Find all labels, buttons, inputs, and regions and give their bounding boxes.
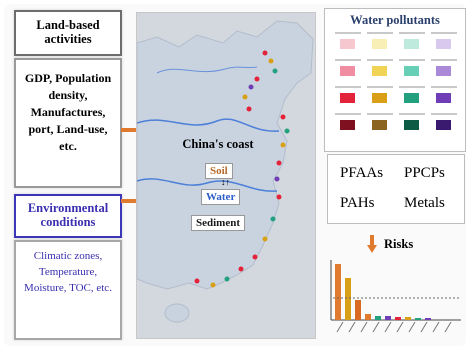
legend-swatch [436,66,451,76]
risk-bar [385,316,391,320]
risk-bar [365,314,371,320]
pollutant-metals: Metals [404,195,445,211]
swatch-caption [335,86,361,88]
swatch-caption [367,32,393,34]
legend-swatch [404,39,419,49]
sediment-tag: Sediment [191,215,245,231]
legend-title: Water pollutants [350,13,440,27]
swatch-caption [367,113,393,115]
legend-swatch [436,93,451,103]
risk-bar [425,318,431,320]
pollutant-pahs: PAHs [340,195,375,211]
env-conditions-title: Environmental conditions [27,201,109,229]
risk-chart [330,260,461,333]
legend-swatch [372,66,387,76]
swatch-caption [431,32,457,34]
water-tag: Water [201,189,241,205]
pollutant-ppcps: PPCPs [404,165,445,181]
swatch-caption [335,32,361,34]
swatch-caption [399,59,425,61]
risk-bar [335,264,341,320]
legend-swatch [340,120,355,130]
risk-bar [375,316,381,320]
risks-label: Risks [384,237,414,251]
swatch-caption [399,86,425,88]
china-coast-map: China's coast Soil Water Sediment ↕↑ [136,12,316,339]
pollutant-classes-box: PFAAs PPCPs PAHs Metals [327,154,465,224]
land-activities-title: Land-based activities [36,18,100,46]
swatch-caption [335,59,361,61]
swatch-caption [399,32,425,34]
map-shapes [136,20,314,323]
media-connector: ↕↑ [221,177,230,187]
legend-swatch [340,39,355,49]
risk-bar [345,278,351,320]
swatch-caption [431,59,457,61]
china-coast-label: China's coast [182,137,254,151]
water-pollutants-legend: Water pollutants [324,8,466,152]
legend-swatch [404,93,419,103]
risk-bar [395,317,401,320]
risk-bar [405,317,411,320]
swatch-caption [431,86,457,88]
risk-bar [355,300,361,320]
env-conditions-list: Climatic zones, Temperature, Moisture, T… [24,250,112,294]
legend-swatch [340,93,355,103]
swatch-caption [431,113,457,115]
legend-swatch [404,120,419,130]
legend-swatch [436,120,451,130]
swatch-caption [399,113,425,115]
land-activities-list: GDP, Population density, Manufactures, p… [24,71,112,153]
soil-tag: Soil [205,163,233,179]
swatch-caption [367,59,393,61]
swatch-caption [367,86,393,88]
swatch-caption [335,113,361,115]
legend-swatch [404,66,419,76]
env-conditions-title-box: Environmental conditions [14,194,122,238]
legend-swatch [372,39,387,49]
pollutant-pfaas: PFAAs [340,165,384,181]
land-activities-body-box: GDP, Population density, Manufactures, p… [14,58,122,188]
legend-swatch [340,66,355,76]
legend-swatch [372,93,387,103]
legend-swatch [436,39,451,49]
risk-bar [415,318,421,320]
arrow-down-icon [367,235,377,253]
env-conditions-body-box: Climatic zones, Temperature, Moisture, T… [14,240,122,340]
legend-swatch [372,120,387,130]
land-activities-title-box: Land-based activities [14,10,122,56]
